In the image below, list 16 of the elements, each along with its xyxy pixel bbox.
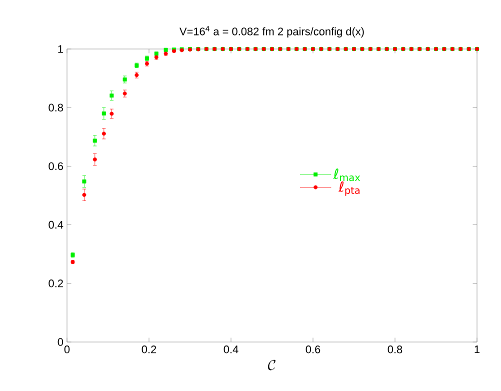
y-tick-label: 0.6 — [48, 162, 63, 170]
y-tick-label: 0.2 — [48, 280, 63, 288]
x-tick-label: 0 — [64, 346, 70, 354]
x-tick-label: 0.4 — [224, 346, 238, 354]
x-tick-label: 0.8 — [388, 346, 402, 354]
y-tick-label: 0.8 — [48, 104, 63, 112]
chart-title: V=16$^{4}$ a = 0.082 fm 2 pairs/config d(x) — [180, 26, 364, 38]
y-tick-label: 0 — [58, 338, 64, 346]
y-tick-label: 1 — [58, 45, 63, 53]
x-tick-label: 0.2 — [142, 346, 156, 354]
x-tick-label: 0.6 — [306, 346, 320, 354]
legend-label: ℓ$_{max}$ — [333, 168, 360, 182]
y-tick-label: 0.4 — [48, 220, 64, 229]
x-axis-title: $\mathcal{C}$ — [268, 360, 276, 370]
legend-label: ℓ$_{pta}$ — [338, 181, 360, 196]
x-tick-label: 1 — [474, 346, 480, 354]
